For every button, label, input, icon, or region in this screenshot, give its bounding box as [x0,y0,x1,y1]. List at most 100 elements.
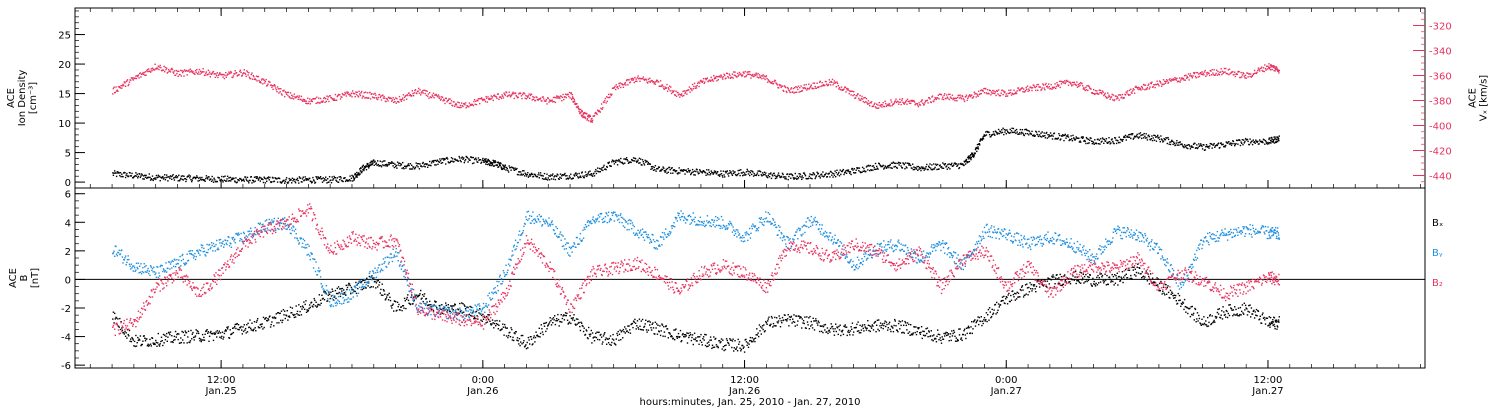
data-point [939,164,941,166]
data-point [677,172,680,174]
data-point [687,332,689,335]
data-point [334,93,337,96]
data-point [1028,134,1030,136]
data-point [514,92,517,95]
data-point [178,333,180,335]
data-point [296,179,298,181]
data-point [1044,135,1046,137]
data-point [568,91,571,94]
data-point [913,101,916,103]
data-point [746,71,748,73]
data-point [993,90,995,92]
data-point [526,341,528,344]
data-point [1212,144,1215,146]
data-point [350,286,353,289]
data-point [1142,137,1145,139]
data-point [708,169,710,171]
data-point [1064,133,1066,136]
data-point [467,161,469,163]
data-point [1006,95,1009,97]
data-point [153,69,156,71]
data-point [867,169,869,171]
data-point [616,164,619,166]
data-point [173,339,175,341]
data-point [743,346,745,348]
data-point [378,281,381,283]
data-point [416,294,418,296]
data-point [584,117,587,120]
data-point [166,176,168,178]
data-point [205,71,208,73]
data-point [652,165,654,168]
data-point [841,170,843,173]
data-point [375,163,377,165]
data-point [1172,79,1174,81]
data-point [297,98,299,101]
data-point [283,179,285,182]
data-point [666,167,669,170]
data-point [160,336,163,338]
data-point [1183,75,1186,77]
data-point [933,163,935,165]
data-point [722,78,724,80]
data-point [917,105,920,108]
data-point [866,102,868,104]
data-point [382,289,385,291]
data-point [1090,140,1093,142]
data-point [862,100,864,103]
data-point [833,173,835,175]
data-point [671,336,673,338]
data-point [1251,143,1254,146]
data-point [720,75,723,77]
data-point [550,324,553,326]
data-point [205,175,208,177]
data-point [349,175,351,177]
data-point [229,329,231,331]
data-point [496,319,498,322]
data-point [729,172,732,174]
data-point [280,88,282,90]
data-point [645,79,648,81]
data-point [675,170,678,172]
data-point [591,332,594,334]
data-point [366,165,368,167]
data-point [275,317,277,319]
data-point [1160,135,1162,137]
data-point [620,339,622,341]
data-point [646,160,648,163]
data-point [711,79,713,81]
data-point [808,175,811,177]
data-point [908,162,911,165]
data-point [1268,63,1270,65]
data-point [402,94,405,96]
data-point [831,81,833,83]
data-point [699,169,701,171]
data-point [253,76,255,78]
data-point [820,85,823,87]
data-point [486,321,489,323]
data-point [591,117,593,120]
data-point [1266,143,1269,145]
data-point [137,175,140,178]
data-point [683,94,685,97]
data-point [1026,88,1028,90]
data-point [499,164,501,167]
data-point [394,163,396,165]
data-point [622,86,625,88]
data-point [575,318,578,320]
data-point [131,77,133,79]
data-point [496,323,499,326]
data-point [1197,146,1199,149]
data-point [877,104,879,106]
data-point [1272,141,1274,143]
data-point [240,178,242,180]
data-point [478,312,480,314]
data-point [919,166,921,169]
data-point [267,177,269,180]
data-point [783,90,785,92]
data-point [386,98,388,100]
data-point [380,166,383,168]
data-point [732,77,734,79]
data-point [486,161,488,163]
data-point [838,86,841,89]
